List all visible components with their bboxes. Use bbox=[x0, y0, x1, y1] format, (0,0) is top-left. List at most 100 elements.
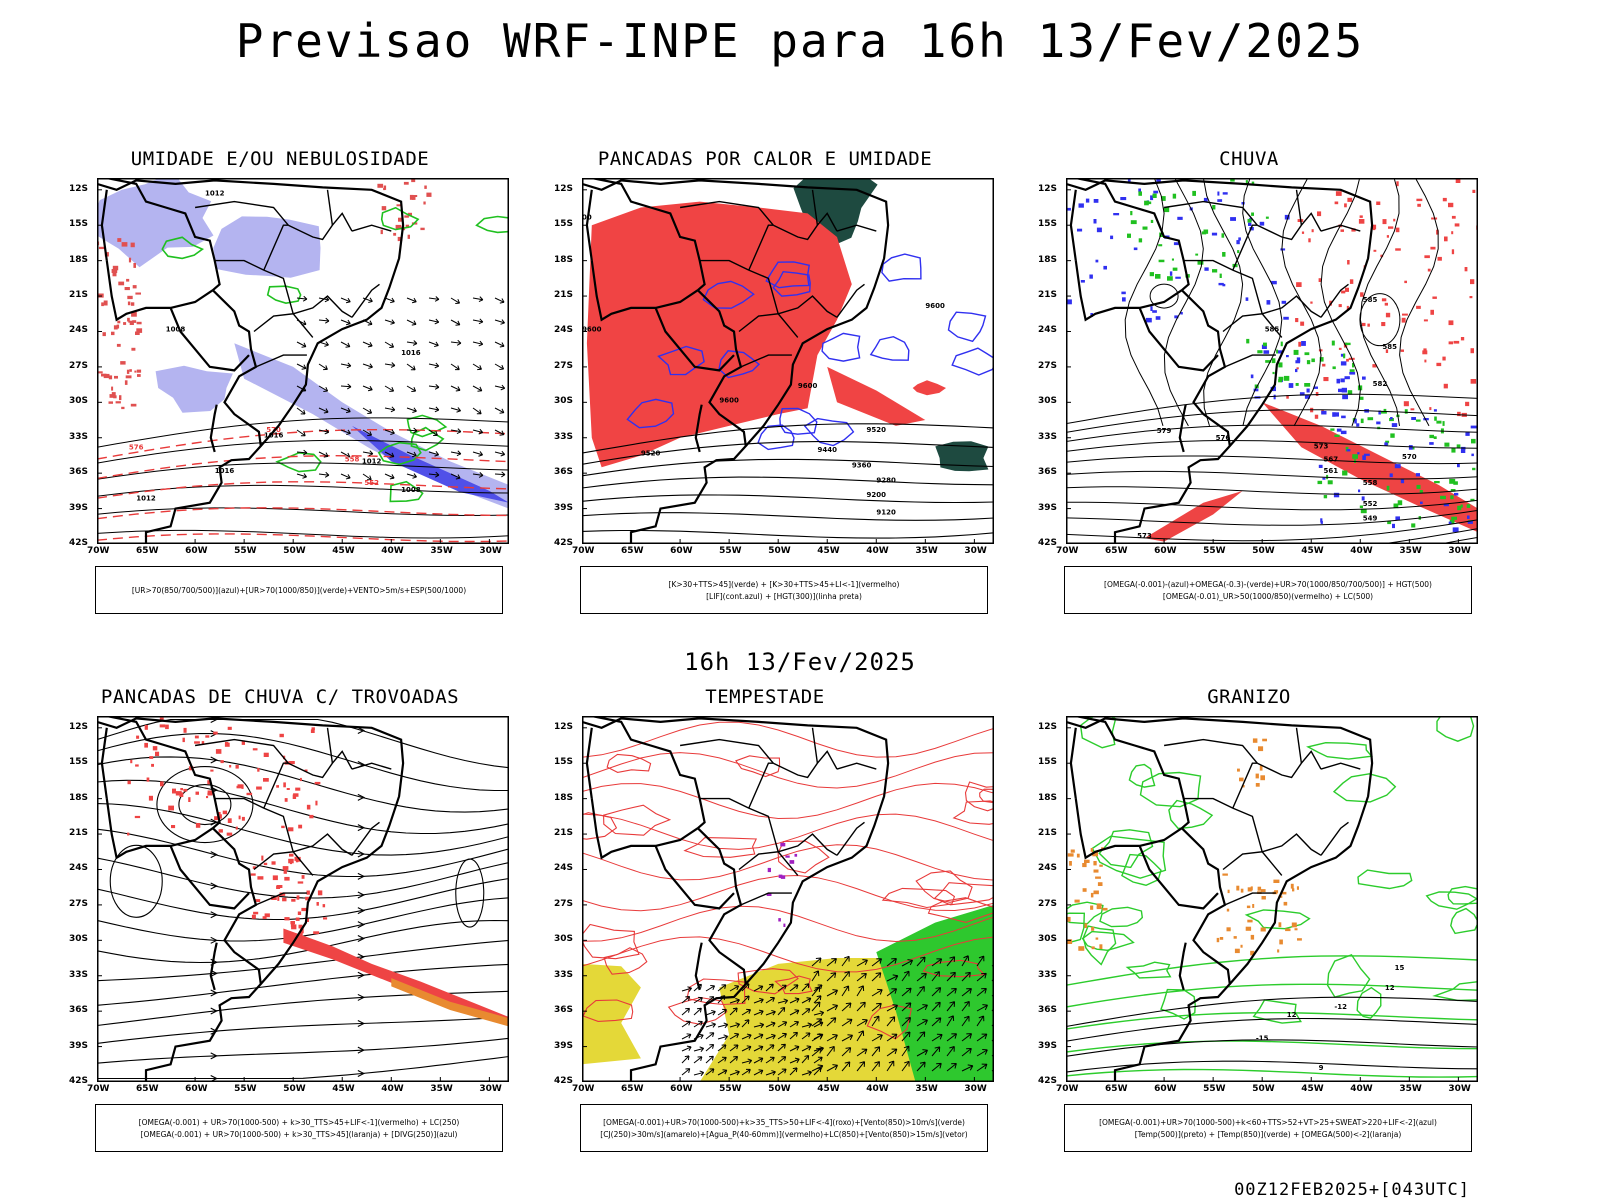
wind-vector-head bbox=[367, 342, 373, 348]
state-border bbox=[292, 833, 353, 856]
storm-red-speckle bbox=[277, 896, 280, 901]
storm-red-speckle bbox=[207, 780, 211, 785]
wind-vector bbox=[931, 1046, 941, 1057]
rain-red-speckle bbox=[1371, 224, 1377, 230]
omega-blue-speckle bbox=[1259, 221, 1265, 226]
wind-vector bbox=[406, 385, 416, 392]
wind-vector bbox=[753, 1024, 764, 1028]
country-border bbox=[1178, 404, 1187, 453]
wind-vector bbox=[886, 1033, 898, 1042]
omega-orange-speckle bbox=[1294, 928, 1298, 931]
wind-vector-head bbox=[832, 1064, 838, 1071]
wind-vector-head bbox=[345, 407, 351, 414]
wind-vector bbox=[318, 385, 328, 392]
omega-orange-speckle bbox=[1099, 944, 1103, 949]
coastline bbox=[97, 717, 405, 1082]
wind-vector-head bbox=[434, 451, 440, 457]
omega-green-speckle bbox=[1251, 212, 1254, 216]
rain-red-speckle bbox=[1451, 231, 1454, 235]
wind-vector bbox=[811, 1018, 822, 1027]
omega-blue-speckle bbox=[1093, 219, 1097, 224]
wind-vector-head bbox=[367, 409, 373, 415]
storm-red-speckle bbox=[287, 827, 294, 832]
panel-legend: [OMEGA(-0.001)-(azul)+OMEGA(-0.3)-(verde… bbox=[1064, 566, 1472, 614]
wind-vector-head bbox=[891, 1048, 898, 1055]
state-border bbox=[1163, 738, 1258, 764]
omega-orange-speckle bbox=[1067, 939, 1073, 944]
omega-blue-speckle bbox=[1304, 394, 1310, 399]
wind-vector-head bbox=[891, 1033, 898, 1040]
wind-vector bbox=[428, 451, 439, 456]
rain-red-speckle bbox=[1436, 362, 1442, 367]
wind-vector bbox=[871, 1015, 880, 1027]
wind-vector bbox=[406, 341, 417, 344]
lon-tick-label: 55W bbox=[234, 546, 257, 556]
wind-vector bbox=[340, 407, 351, 413]
wind-vector-head bbox=[794, 1045, 800, 1051]
lat-tick-label: 30S bbox=[69, 396, 89, 407]
height-contour bbox=[582, 458, 994, 477]
omega-green-speckle bbox=[1393, 503, 1399, 509]
omega-green-speckle bbox=[1278, 376, 1284, 381]
country-border bbox=[654, 307, 735, 372]
omega-orange-speckle bbox=[1278, 922, 1282, 928]
lat-tick-label: 24S bbox=[1038, 863, 1058, 874]
lat-tick-label: 21S bbox=[69, 828, 89, 839]
wind-vector bbox=[765, 1044, 775, 1052]
lon-tick-label: 65W bbox=[1105, 546, 1128, 556]
wind-vector-head bbox=[832, 989, 838, 996]
temp850-contour bbox=[1326, 953, 1371, 998]
red-speckle bbox=[411, 179, 416, 183]
contour-label: 9280 bbox=[876, 477, 896, 485]
red-speckle bbox=[132, 285, 137, 289]
lon-tick-label: 60W bbox=[670, 546, 693, 556]
storm-red-speckle bbox=[306, 804, 311, 810]
wind-vector-head bbox=[758, 985, 764, 991]
lon-tick-label: 30W bbox=[964, 546, 987, 556]
wind-vector bbox=[296, 341, 307, 348]
temp850-band bbox=[1066, 1040, 1478, 1053]
wind-vector bbox=[428, 319, 439, 323]
contour-label: 9440 bbox=[817, 446, 837, 454]
lon-tick-label: 45W bbox=[817, 546, 840, 556]
omega-orange-speckle bbox=[1291, 922, 1297, 928]
wind-vector bbox=[826, 958, 837, 967]
wind-vector-head bbox=[699, 1046, 705, 1052]
wind-vector-head bbox=[843, 985, 850, 992]
rain-red-speckle bbox=[1334, 201, 1339, 205]
contour-label: 558 bbox=[1363, 479, 1378, 487]
omega-blue-speckle bbox=[1085, 198, 1090, 203]
omega-blue-speckle bbox=[1263, 350, 1270, 354]
red-speckle bbox=[377, 183, 384, 188]
state-border bbox=[1232, 224, 1258, 271]
wind-vector bbox=[494, 363, 504, 370]
omega-blue-speckle bbox=[1217, 199, 1223, 202]
wind-vector bbox=[717, 1069, 728, 1076]
wind-vector-head bbox=[301, 342, 307, 348]
severe-purple-speckle bbox=[794, 853, 798, 857]
lat-tick-label: 30S bbox=[69, 934, 89, 945]
streamline bbox=[97, 919, 509, 964]
gyre bbox=[455, 858, 485, 928]
omega-blue-speckle bbox=[1338, 388, 1343, 393]
wind-vector-head bbox=[935, 1001, 941, 1008]
streamline-arrow bbox=[357, 1046, 366, 1054]
wind-vector-head bbox=[709, 1044, 715, 1049]
omega-blue-speckle bbox=[1335, 412, 1339, 417]
wind-vector-head bbox=[936, 958, 943, 964]
contour-label: 585 bbox=[1382, 343, 1397, 351]
omega-orange-speckle bbox=[1091, 926, 1095, 931]
rain-red-speckle bbox=[1386, 235, 1389, 238]
wind-vector-head bbox=[732, 1007, 738, 1013]
lat-tick-label: 24S bbox=[1038, 325, 1058, 336]
red-speckle bbox=[128, 320, 133, 323]
isobar bbox=[97, 462, 509, 480]
wind-vector-head bbox=[722, 1008, 727, 1014]
omega-orange-speckle bbox=[1292, 888, 1295, 892]
wind-vector bbox=[406, 319, 417, 325]
isobar bbox=[97, 417, 509, 448]
omega-orange-speckle bbox=[1283, 901, 1288, 906]
contour-label: -15 bbox=[1256, 1035, 1269, 1043]
omega-blue-speckle bbox=[1354, 418, 1357, 424]
wind-vector-head bbox=[697, 1056, 703, 1062]
